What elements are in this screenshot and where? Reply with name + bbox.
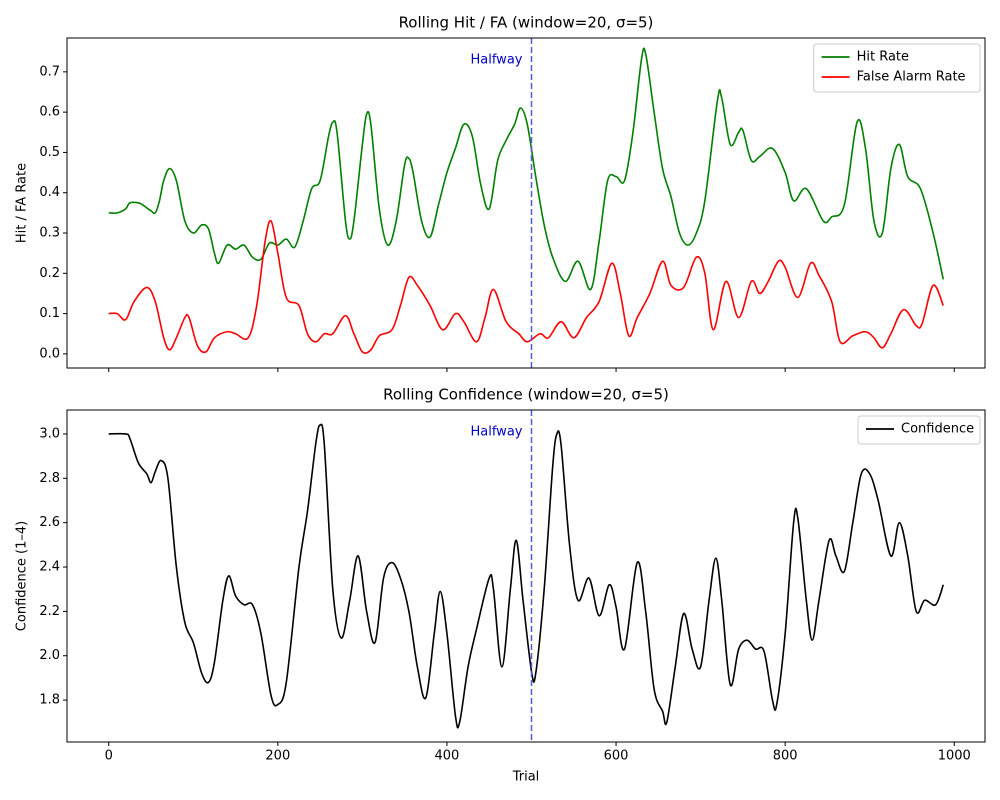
line-series <box>108 219 945 354</box>
legend-label: Confidence <box>901 422 974 437</box>
x-tick-label: 400 <box>435 749 460 764</box>
y-tick-label: 0.2 <box>39 266 60 281</box>
y-tick-label: 2.0 <box>39 648 60 663</box>
y-tick-label: 0.5 <box>39 145 60 160</box>
axes-frame <box>66 409 986 743</box>
y-tick-label: 2.8 <box>39 471 60 486</box>
y-tick-label: 0.3 <box>39 226 60 241</box>
y-tick-label: 3.0 <box>39 426 60 441</box>
y-tick-label: 0.7 <box>39 64 60 79</box>
halfway-label: Halfway <box>470 53 522 68</box>
x-tick-label: 600 <box>604 749 629 764</box>
y-tick-label: 0.0 <box>39 346 60 361</box>
halfway-label: Halfway <box>470 425 522 440</box>
legend-label: False Alarm Rate <box>857 70 966 85</box>
x-tick-label: 0 <box>105 749 113 764</box>
chart-title: Rolling Confidence (window=20, σ=5) <box>383 386 669 404</box>
y-tick-label: 2.2 <box>39 604 60 619</box>
y-tick-label: 2.6 <box>39 515 60 530</box>
y-tick-label: 0.1 <box>39 306 60 321</box>
legend-label: Hit Rate <box>857 50 909 65</box>
x-tick-label: 200 <box>265 749 290 764</box>
x-tick-label: 1000 <box>938 749 971 764</box>
legend-box <box>813 43 981 93</box>
y-tick-label: 0.4 <box>39 185 60 200</box>
legend-box <box>857 415 981 445</box>
chart-title: Rolling Hit / FA (window=20, σ=5) <box>399 14 654 32</box>
x-axis-label: Trial <box>512 770 540 785</box>
line-series <box>108 423 945 729</box>
y-tick-label: 0.6 <box>39 105 60 120</box>
y-tick-label: 2.4 <box>39 560 60 575</box>
y-axis-label: Confidence (1–4) <box>15 521 30 631</box>
line-series <box>108 47 945 291</box>
axes-frame <box>66 37 986 369</box>
y-tick-label: 1.8 <box>39 693 60 708</box>
x-tick-label: 800 <box>773 749 798 764</box>
y-axis-label: Hit / FA Rate <box>15 163 30 243</box>
